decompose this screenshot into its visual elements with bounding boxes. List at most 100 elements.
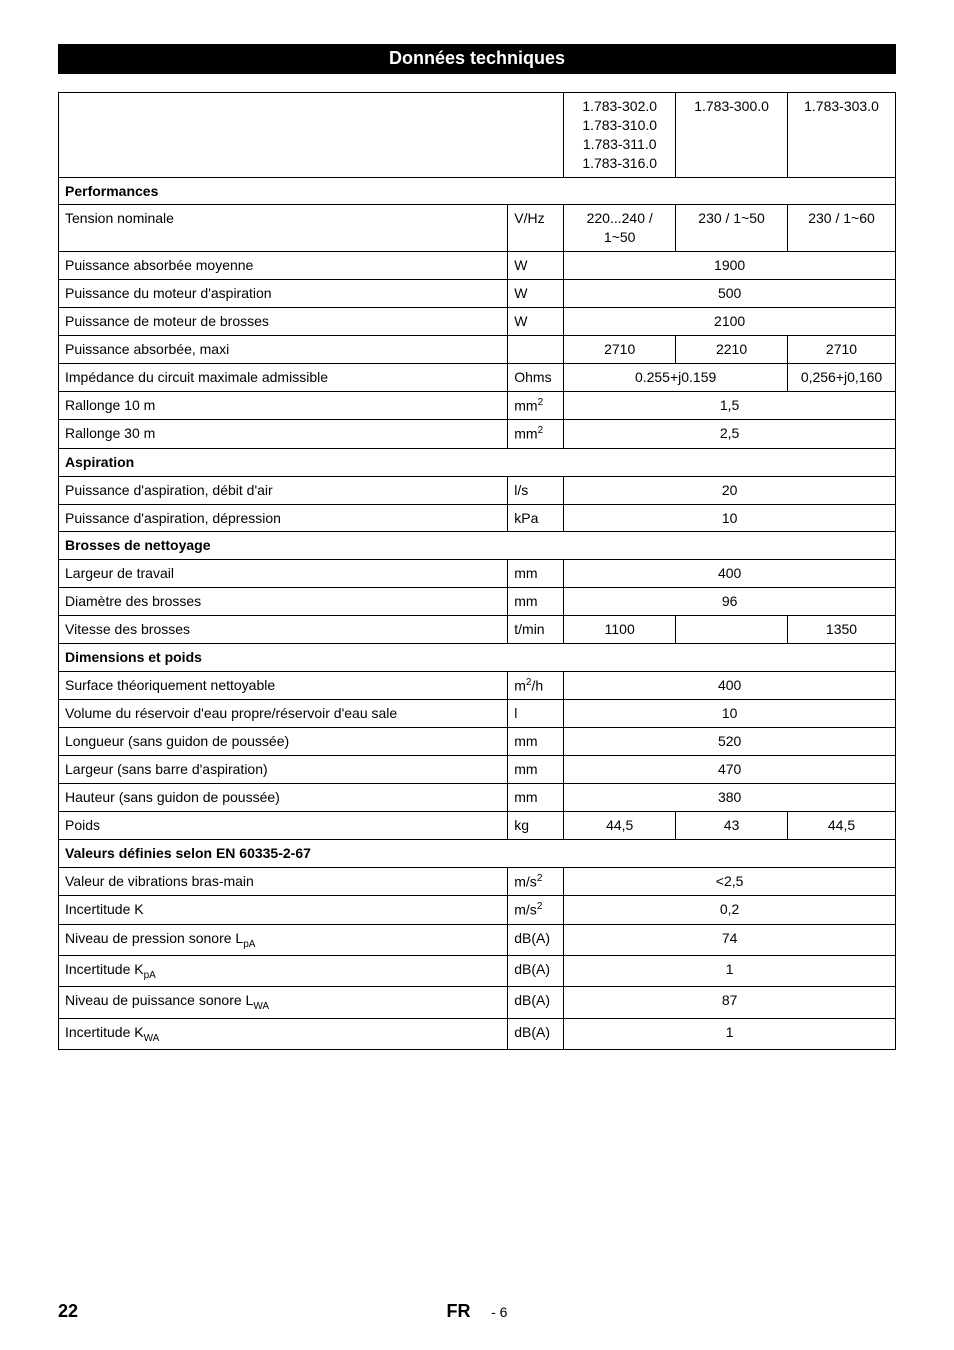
section-heading: Valeurs définies selon EN 60335-2-67: [59, 839, 896, 867]
spec-unit: W: [508, 280, 564, 308]
spec-value: 10: [564, 700, 896, 728]
spec-label: Niveau de puissance sonore LWA: [59, 987, 508, 1018]
header-blank: [59, 93, 508, 178]
spec-unit: m2/h: [508, 671, 564, 700]
table-row: Niveau de puissance sonore LWAdB(A)87: [59, 987, 896, 1018]
spec-label: Incertitude K: [59, 896, 508, 925]
section-heading-row: Valeurs définies selon EN 60335-2-67: [59, 839, 896, 867]
spec-value: 43: [676, 812, 788, 840]
spec-value: 1: [564, 956, 896, 987]
table-row: Largeur de travailmm400: [59, 560, 896, 588]
model-col-1: 1.783-302.01.783-310.01.783-311.01.783-3…: [564, 93, 676, 178]
spec-unit: m/s2: [508, 867, 564, 896]
page-number: 22: [58, 1301, 78, 1322]
spec-value: 380: [564, 784, 896, 812]
spec-label: Largeur (sans barre d'aspiration): [59, 756, 508, 784]
table-row: Hauteur (sans guidon de poussée)mm380: [59, 784, 896, 812]
spec-unit: V/Hz: [508, 205, 564, 252]
spec-table: 1.783-302.01.783-310.01.783-311.01.783-3…: [58, 92, 896, 1050]
section-heading: Brosses de nettoyage: [59, 532, 896, 560]
spec-value: 20: [564, 476, 896, 504]
spec-value: 230 / 1~60: [788, 205, 896, 252]
spec-value: 500: [564, 280, 896, 308]
section-heading-row: Dimensions et poids: [59, 644, 896, 672]
spec-unit: mm: [508, 756, 564, 784]
spec-unit: dB(A): [508, 956, 564, 987]
spec-label: Rallonge 30 m: [59, 420, 508, 449]
spec-label: Vitesse des brosses: [59, 616, 508, 644]
spec-label: Puissance d'aspiration, débit d'air: [59, 476, 508, 504]
header-blank-unit: [508, 93, 564, 178]
footer-lang: FR: [447, 1301, 471, 1321]
spec-unit: l/s: [508, 476, 564, 504]
spec-label: Puissance du moteur d'aspiration: [59, 280, 508, 308]
table-row: Puissance absorbée, maxi 271022102710: [59, 335, 896, 363]
spec-value: 10: [564, 504, 896, 532]
spec-value: 96: [564, 588, 896, 616]
spec-value: 1: [564, 1018, 896, 1049]
spec-value: 520: [564, 728, 896, 756]
spec-label: Poids: [59, 812, 508, 840]
spec-value: 2710: [788, 335, 896, 363]
spec-label: Rallonge 10 m: [59, 391, 508, 420]
spec-value: 2710: [564, 335, 676, 363]
section-heading-row: Aspiration: [59, 448, 896, 476]
footer-sub: [476, 1304, 492, 1320]
spec-unit: mm2: [508, 391, 564, 420]
spec-label: Largeur de travail: [59, 560, 508, 588]
spec-unit: mm2: [508, 420, 564, 449]
table-row: Rallonge 10 mmm21,5: [59, 391, 896, 420]
spec-unit: kg: [508, 812, 564, 840]
table-row: Valeur de vibrations bras-mainm/s2<2,5: [59, 867, 896, 896]
table-row: Niveau de pression sonore LpAdB(A)74: [59, 924, 896, 955]
table-row: Impédance du circuit maximale admissible…: [59, 363, 896, 391]
spec-label: Diamètre des brosses: [59, 588, 508, 616]
table-row: Largeur (sans barre d'aspiration)mm470: [59, 756, 896, 784]
spec-label: Impédance du circuit maximale admissible: [59, 363, 508, 391]
spec-label: Volume du réservoir d'eau propre/réservo…: [59, 700, 508, 728]
spec-value: 400: [564, 560, 896, 588]
spec-unit: l: [508, 700, 564, 728]
spec-value: 0,256+j0,160: [788, 363, 896, 391]
spec-label: Longueur (sans guidon de poussée): [59, 728, 508, 756]
section-heading: Aspiration: [59, 448, 896, 476]
model-col-3: 1.783-303.0: [788, 93, 896, 178]
spec-label: Puissance d'aspiration, dépression: [59, 504, 508, 532]
spec-unit: W: [508, 252, 564, 280]
page-footer: 22 FR - 6: [0, 1301, 954, 1322]
spec-value: 44,5: [788, 812, 896, 840]
section-heading: Performances: [59, 177, 896, 205]
spec-unit: dB(A): [508, 924, 564, 955]
spec-value: 1350: [788, 616, 896, 644]
spec-label: Hauteur (sans guidon de poussée): [59, 784, 508, 812]
spec-label: Tension nominale: [59, 205, 508, 252]
table-row: Poidskg44,54344,5: [59, 812, 896, 840]
spec-unit: dB(A): [508, 1018, 564, 1049]
spec-unit: mm: [508, 784, 564, 812]
table-row: Tension nominaleV/Hz220...240 / 1~50 230 …: [59, 205, 896, 252]
spec-label: Puissance de moteur de brosses: [59, 308, 508, 336]
spec-value: 0,2: [564, 896, 896, 925]
table-row: Puissance du moteur d'aspirationW500: [59, 280, 896, 308]
table-row: Surface théoriquement nettoyablem2/h400: [59, 671, 896, 700]
spec-unit: dB(A): [508, 987, 564, 1018]
spec-value: 1100: [564, 616, 676, 644]
spec-unit: mm: [508, 560, 564, 588]
table-row: Longueur (sans guidon de poussée)mm520: [59, 728, 896, 756]
table-row: Diamètre des brossesmm96: [59, 588, 896, 616]
spec-value: 220...240 / 1~50: [564, 205, 676, 252]
spec-value: 1900: [564, 252, 896, 280]
spec-label: Incertitude KWA: [59, 1018, 508, 1049]
spec-label: Puissance absorbée moyenne: [59, 252, 508, 280]
spec-label: Incertitude KpA: [59, 956, 508, 987]
spec-unit: mm: [508, 588, 564, 616]
spec-unit: W: [508, 308, 564, 336]
spec-label: Surface théoriquement nettoyable: [59, 671, 508, 700]
model-col-2: 1.783-300.0: [676, 93, 788, 178]
spec-value: 2210: [676, 335, 788, 363]
section-heading: Dimensions et poids: [59, 644, 896, 672]
spec-unit: m/s2: [508, 896, 564, 925]
footer-subpage: - 6: [491, 1304, 507, 1320]
table-row: Vitesse des brossest/min11001350: [59, 616, 896, 644]
spec-label: Puissance absorbée, maxi: [59, 335, 508, 363]
